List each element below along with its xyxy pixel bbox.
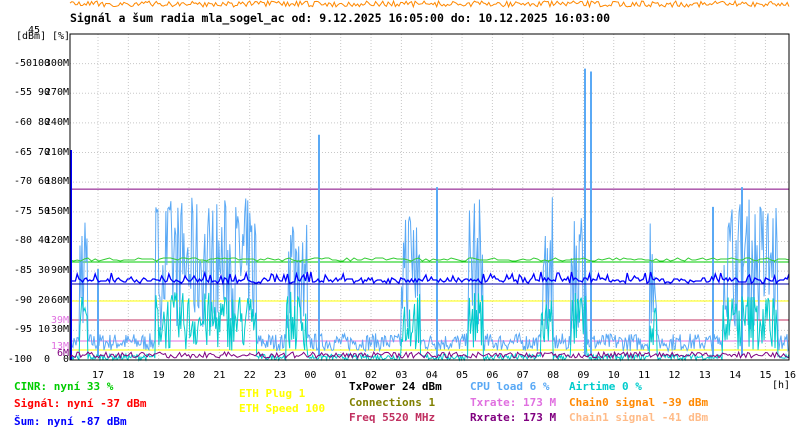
y-tick-dbm: -95	[13, 324, 32, 336]
legend-freq: Freq 5520 MHz	[349, 411, 436, 424]
y-tick-rate-special: 39M	[50, 315, 69, 326]
y-tick-pct: 60	[37, 176, 50, 188]
y-unit-dbm: [dBm]	[16, 31, 47, 42]
legend-txrate: Txrate: 173 M	[470, 396, 557, 409]
y-tick-pct: 80	[37, 116, 50, 128]
y-tick-rate-special: 6M	[56, 348, 69, 359]
x-tick-label: 11	[638, 370, 651, 381]
x-tick-label: 10	[607, 370, 620, 381]
y-tick-dbm: -85	[13, 265, 32, 277]
y-tick-rate: 120M	[44, 235, 69, 247]
legend-chain0: Chain0 signal -39 dBm	[569, 396, 709, 409]
y-tick-dbm: -65	[13, 146, 32, 158]
y-tick-pct: 40	[37, 235, 50, 247]
y-tick-rate: 240M	[44, 116, 69, 128]
y-tick-dbm: -70	[13, 176, 32, 188]
x-tick-label: 15	[759, 370, 772, 381]
legend-connections: Connections 1	[349, 396, 436, 409]
y-tick-rate-special: 13M	[50, 341, 69, 352]
y-tick-rate: 30M	[50, 324, 69, 336]
x-tick-label: 14	[729, 370, 742, 381]
legend-airtime: Airtime 0 %	[569, 380, 642, 393]
legend-chain1: Chain1 signal -41 dBm	[569, 411, 709, 424]
x-tick-label: 19	[152, 370, 165, 381]
y-tick-rate: 60M	[50, 294, 69, 306]
x-tick-label: 05	[456, 370, 469, 381]
legend-sum: Šum: nyní -87 dBm	[14, 415, 127, 428]
y-tick-rate: 300M	[44, 57, 69, 69]
x-tick-label: 04	[425, 370, 438, 381]
x-tick-label: 20	[183, 370, 196, 381]
x-tick-label: 12	[668, 370, 681, 381]
x-tick-label: 18	[122, 370, 135, 381]
y-tick-rate: 150M	[44, 205, 69, 217]
legend-eth-plug: ETH Plug 1	[239, 387, 306, 400]
legend-rxrate: Rxrate: 173 M	[470, 411, 557, 424]
cinr-series	[69, 257, 790, 262]
y-tick-pct: 90	[37, 87, 50, 99]
x-tick-label: 01	[334, 370, 347, 381]
rxrate-series	[69, 350, 790, 360]
chart-title: Signál a šum radia mla_sogel_ac od: 9.12…	[70, 11, 611, 25]
signal-series	[69, 0, 790, 9]
y-tick-rate: 180M	[44, 176, 69, 188]
y-tick-rate: 270M	[44, 87, 69, 99]
y-tick-pct: 20	[37, 294, 50, 306]
y-tick-pct: 100	[31, 57, 50, 69]
y-tick-dbm: -80	[13, 235, 32, 247]
x-tick-label: 00	[304, 370, 317, 381]
noise-series	[69, 270, 790, 286]
chart-series	[69, 0, 790, 362]
y-tick-dbm: -75	[13, 205, 32, 217]
legend-cinr: CINR: nyní 33 %	[14, 380, 114, 393]
y-tick-dbm: -55	[13, 87, 32, 99]
x-unit-h: [h]	[772, 380, 791, 391]
y-tick-pct: 30	[37, 265, 50, 277]
legend-signal: Signál: nyní -37 dBm	[14, 397, 147, 410]
plot-area	[70, 34, 789, 360]
legend-eth-speed: ETH Speed 100	[239, 402, 326, 415]
x-tick-label: 23	[274, 370, 287, 381]
airtime-series	[69, 291, 790, 362]
y-tick-dbm: 45	[27, 25, 40, 36]
legend-txpower: TxPower 24 dBm	[349, 380, 442, 393]
y-tick-dbm: -100	[7, 354, 32, 365]
y-tick-pct: 50	[37, 205, 50, 217]
chart-axes	[69, 33, 790, 361]
x-tick-label: 09	[577, 370, 590, 381]
y-tick-pct: 70	[37, 146, 50, 158]
x-tick-label: 08	[547, 370, 560, 381]
y-tick-dbm: -90	[13, 294, 32, 306]
y-tick-dbm: -50	[13, 57, 32, 69]
y-tick-pct: 10	[37, 324, 50, 336]
legend-cpu: CPU load 6 %	[470, 380, 550, 393]
y-tick-dbm: -60	[13, 116, 32, 128]
x-tick-label: 16	[784, 370, 797, 381]
x-tick-label: 17	[92, 370, 105, 381]
x-tick-label: 06	[486, 370, 499, 381]
y-tick-rate: 0	[62, 354, 69, 365]
y-tick-rate: 210M	[44, 146, 69, 158]
y-tick-pct: 0	[43, 354, 50, 365]
x-tick-label: 22	[243, 370, 256, 381]
y-unit-pct: [%]	[52, 31, 71, 42]
y-tick-rate: 90M	[50, 265, 69, 277]
x-tick-label: 03	[395, 370, 408, 381]
x-tick-label: 13	[698, 370, 711, 381]
x-tick-label: 07	[516, 370, 529, 381]
chart-grid	[70, 33, 789, 361]
plot-frame	[69, 33, 790, 361]
x-tick-label: 21	[213, 370, 226, 381]
x-tick-label: 02	[365, 370, 378, 381]
cpu-load-series	[69, 197, 790, 353]
